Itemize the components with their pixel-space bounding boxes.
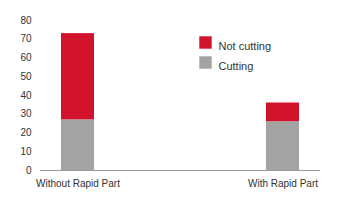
svg-text:Not cutting: Not cutting [219, 40, 272, 52]
svg-text:40: 40 [20, 90, 32, 101]
svg-text:20: 20 [20, 127, 32, 138]
svg-text:50: 50 [20, 71, 32, 82]
svg-text:80: 80 [20, 15, 32, 26]
svg-text:Without Rapid Part: Without Rapid Part [36, 178, 120, 189]
svg-text:With Rapid Part: With Rapid Part [248, 178, 318, 189]
svg-text:70: 70 [20, 33, 32, 44]
svg-text:10: 10 [20, 146, 32, 157]
svg-text:30: 30 [20, 108, 32, 119]
svg-text:0: 0 [26, 165, 32, 176]
svg-text:60: 60 [20, 52, 32, 63]
svg-text:Cutting: Cutting [219, 60, 254, 72]
